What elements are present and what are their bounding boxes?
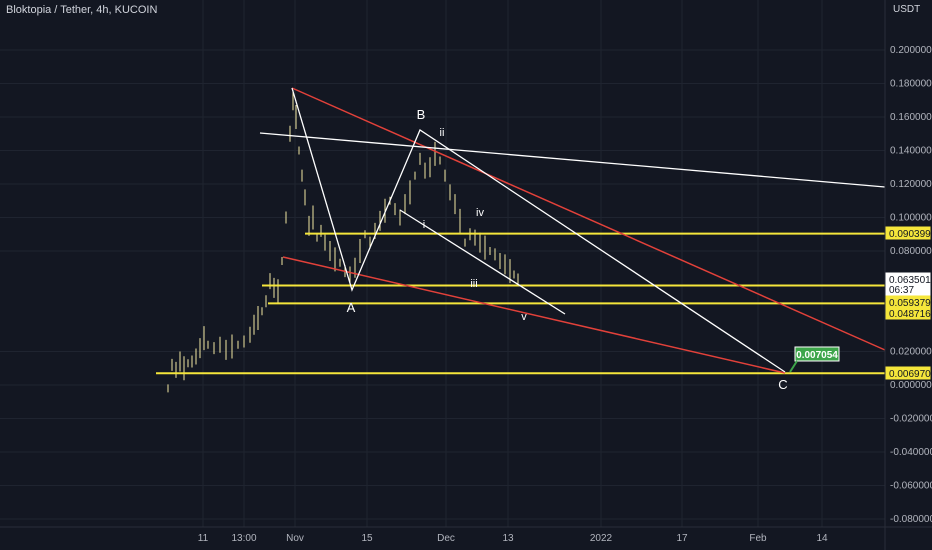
y-tick-label: -0.060000 (890, 481, 932, 492)
wave-label-iii: iii (470, 278, 477, 290)
target-badge (794, 346, 840, 362)
level-price-label-box (885, 226, 931, 240)
wave-label-B: B (417, 107, 426, 122)
x-tick-label: Dec (437, 533, 455, 544)
y-tick-label: 0.160000 (890, 112, 932, 123)
x-tick-label: 2022 (590, 533, 613, 544)
x-tick-label: Nov (286, 533, 304, 544)
wave-label-iv: iv (476, 207, 484, 219)
red-trendline-upper (291, 87, 886, 351)
level-price-value: 0.006970 (889, 369, 931, 380)
y-tick-label: 0.000000 (890, 380, 932, 391)
level-price-label: 0.048716 (885, 306, 931, 320)
white-channel-line (399, 209, 566, 315)
x-tick-label: 17 (676, 533, 688, 544)
wave-label-ii: ii (440, 127, 445, 139)
level-price-label: 0.090399 (885, 226, 931, 240)
level-price-label: 0.006970 (885, 366, 931, 380)
level-price-value: 0.090399 (889, 229, 931, 240)
y-tick-label: -0.020000 (890, 414, 932, 425)
wave-label-C: C (778, 377, 787, 392)
y-tick-label: 0.180000 (890, 79, 932, 90)
x-tick-label: 15 (361, 533, 373, 544)
candle-countdown: 06:37 (889, 285, 914, 296)
y-tick-label: -0.040000 (890, 447, 932, 458)
y-tick-label: -0.080000 (890, 514, 932, 525)
wave-label-v: v (521, 311, 527, 323)
level-price-label-box (885, 366, 931, 380)
symbol-title[interactable]: Bloktopia / Tether, 4h, KUCOIN (6, 4, 158, 16)
level-price-label-box (885, 306, 931, 320)
y-tick-label: 0.080000 (890, 246, 932, 257)
wave-label-i: i (423, 219, 425, 231)
wave-label-A: A (347, 300, 356, 315)
current-price-value: 0.063501 (889, 275, 931, 286)
y-tick-label: 0.120000 (890, 179, 932, 190)
white-trendline (259, 132, 886, 188)
x-tick-label: 11 (198, 533, 209, 544)
red-trendline-lower (282, 256, 786, 374)
price-candles (167, 90, 519, 393)
target-badge-value: 0.007054 (796, 350, 838, 361)
trend-drawings[interactable]: 0.007054 (156, 87, 886, 375)
price-axis[interactable]: 0.200000 0.180000 0.160000 0.140000 0.120000… (884, 0, 932, 550)
currency-label: USDT (893, 4, 921, 15)
grid (0, 0, 885, 527)
level-price-value: 0.059379 (889, 298, 931, 309)
y-tick-label: 0.140000 (890, 146, 932, 157)
abc-wave-path (291, 87, 786, 373)
x-tick-label: 13:00 (231, 533, 256, 544)
level-price-value: 0.048716 (889, 309, 931, 320)
y-tick-label: 0.200000 (890, 45, 932, 56)
y-tick-label: 0.020000 (890, 347, 932, 358)
time-axis[interactable]: 11 13:00 Nov 15 Dec 13 2022 17 Feb 14 (0, 526, 932, 544)
x-tick-label: 13 (502, 533, 514, 544)
target-badge-pointer (789, 360, 798, 373)
x-tick-label: 14 (816, 533, 828, 544)
x-tick-label: Feb (749, 533, 767, 544)
current-price-label-box (885, 272, 931, 296)
y-tick-label: 0.100000 (890, 213, 932, 224)
